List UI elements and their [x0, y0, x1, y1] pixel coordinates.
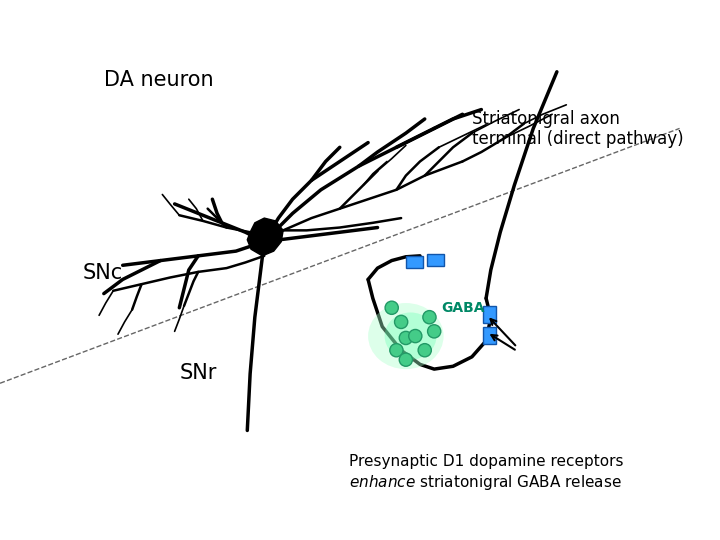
Text: Striatonigral axon
terminal (direct pathway): Striatonigral axon terminal (direct path… — [472, 110, 683, 148]
Text: GABA: GABA — [442, 301, 485, 315]
FancyBboxPatch shape — [406, 256, 423, 268]
Circle shape — [409, 329, 422, 343]
Circle shape — [400, 353, 413, 366]
Circle shape — [423, 310, 436, 324]
Circle shape — [418, 343, 431, 357]
Circle shape — [400, 332, 413, 345]
Text: $\it{enhance}$ striatonigral GABA release: $\it{enhance}$ striatonigral GABA releas… — [349, 473, 622, 492]
FancyBboxPatch shape — [483, 306, 495, 323]
Circle shape — [385, 301, 398, 314]
Circle shape — [428, 325, 441, 338]
Polygon shape — [247, 218, 283, 256]
FancyBboxPatch shape — [427, 254, 444, 266]
Ellipse shape — [368, 303, 444, 369]
Text: SNr: SNr — [179, 362, 217, 382]
FancyBboxPatch shape — [483, 327, 495, 343]
Circle shape — [390, 343, 403, 357]
Text: Presynaptic D1 dopamine receptors: Presynaptic D1 dopamine receptors — [349, 454, 624, 469]
Circle shape — [395, 315, 408, 328]
Text: SNc: SNc — [83, 264, 123, 284]
Text: DA neuron: DA neuron — [104, 70, 213, 90]
Ellipse shape — [384, 313, 436, 360]
